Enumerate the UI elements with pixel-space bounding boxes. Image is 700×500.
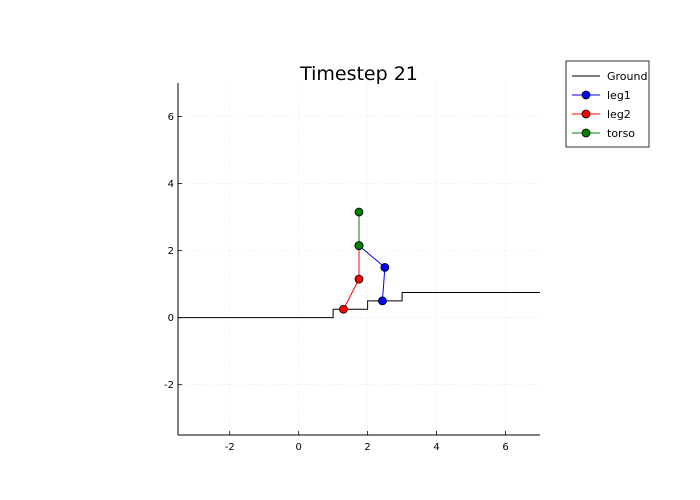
leg1-point bbox=[380, 262, 390, 272]
torso-point bbox=[354, 241, 364, 250]
legend-label-leg1: leg1 bbox=[607, 89, 631, 102]
legend-label-torso: torso bbox=[607, 127, 635, 140]
x-tick-label: -2 bbox=[225, 442, 235, 453]
ground-line bbox=[178, 292, 540, 319]
x-tick-label: 2 bbox=[364, 442, 370, 453]
y-tick-label: 0 bbox=[168, 313, 174, 324]
legend-marker-leg2 bbox=[581, 109, 591, 119]
leg1-point bbox=[378, 296, 387, 306]
y-tick-label: 4 bbox=[168, 179, 174, 190]
legend-marker-torso bbox=[581, 128, 591, 138]
chart-title: Timestep 21 bbox=[299, 63, 418, 85]
leg2-point bbox=[354, 274, 364, 284]
y-tick-label: 6 bbox=[168, 112, 174, 123]
legend-label-leg2: leg2 bbox=[607, 108, 631, 121]
x-tick-label: 0 bbox=[295, 442, 301, 453]
y-tick-label: 2 bbox=[168, 246, 174, 257]
y-tick-label: -2 bbox=[164, 380, 174, 391]
torso-point bbox=[354, 207, 364, 217]
legend-label-ground: Ground bbox=[607, 70, 647, 83]
legend-marker-leg1 bbox=[581, 90, 591, 100]
leg2-point bbox=[339, 304, 348, 314]
x-tick-label: 6 bbox=[502, 442, 508, 453]
x-tick-label: 4 bbox=[433, 442, 439, 453]
